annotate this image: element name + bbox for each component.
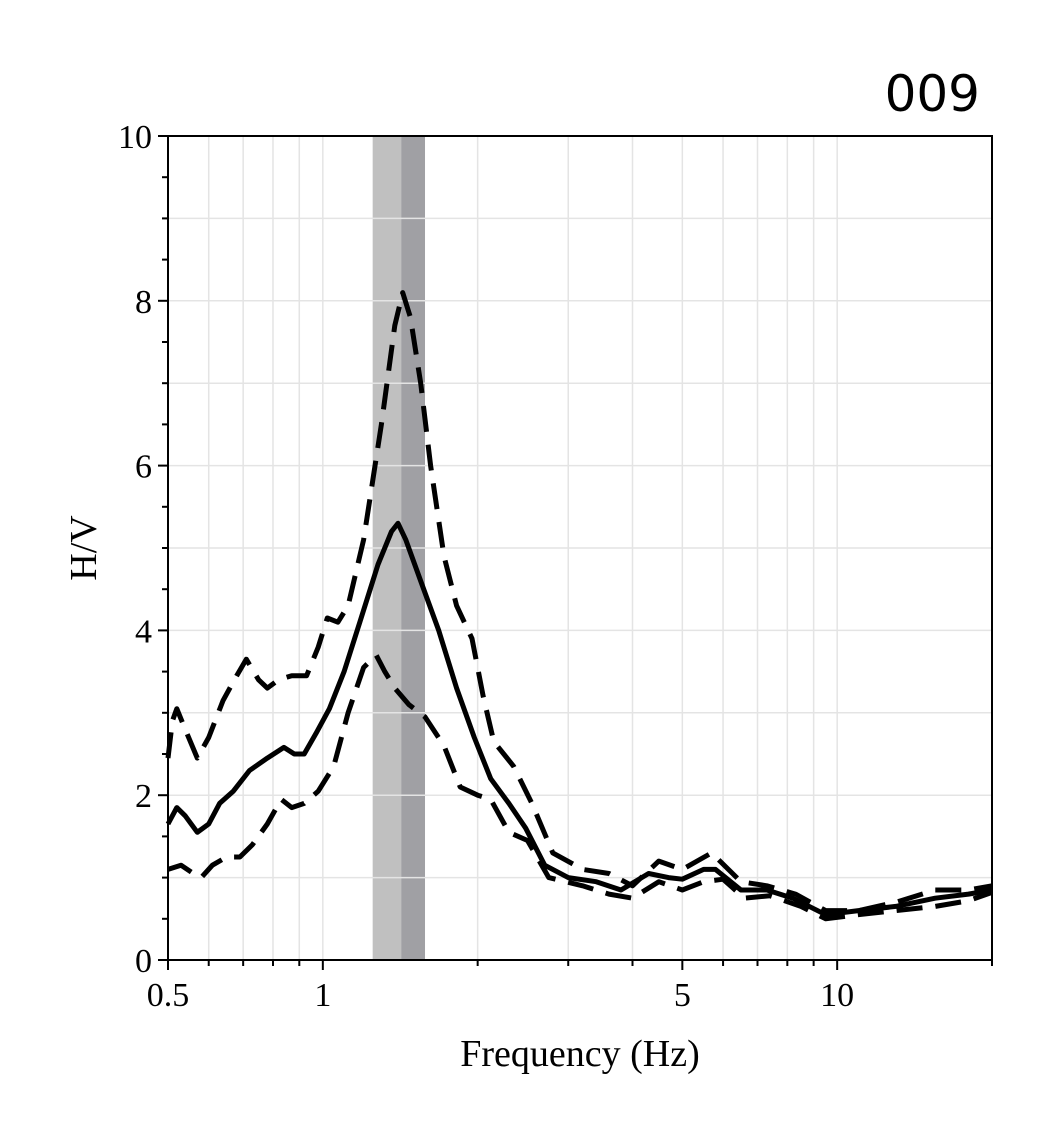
grid bbox=[168, 136, 992, 960]
x-tick-label: 10 bbox=[820, 977, 854, 1014]
tick-labels: 0.5 1 5 10 0 2 4 6 8 10 bbox=[118, 119, 854, 1014]
y-tick-label: 6 bbox=[135, 449, 152, 486]
x-tick-label: 0.5 bbox=[147, 977, 190, 1014]
y-tick-label: 0 bbox=[135, 943, 152, 980]
panel-label: 009 bbox=[885, 65, 980, 123]
series-lines bbox=[165, 290, 993, 922]
x-axis-title: Frequency (Hz) bbox=[460, 1033, 700, 1075]
y-tick-label: 8 bbox=[135, 284, 152, 321]
y-tick-label: 4 bbox=[135, 613, 152, 650]
series-line-0 bbox=[165, 520, 993, 918]
y-tick-label: 2 bbox=[135, 778, 152, 815]
series-line-2 bbox=[167, 652, 993, 922]
series-line-1 bbox=[165, 290, 993, 914]
y-axis-title: H/V bbox=[63, 515, 105, 581]
y-tick-label: 10 bbox=[118, 119, 152, 156]
x-tick-label: 1 bbox=[314, 977, 331, 1014]
x-tick-label: 5 bbox=[674, 977, 691, 1014]
axis-ticks bbox=[158, 135, 993, 970]
